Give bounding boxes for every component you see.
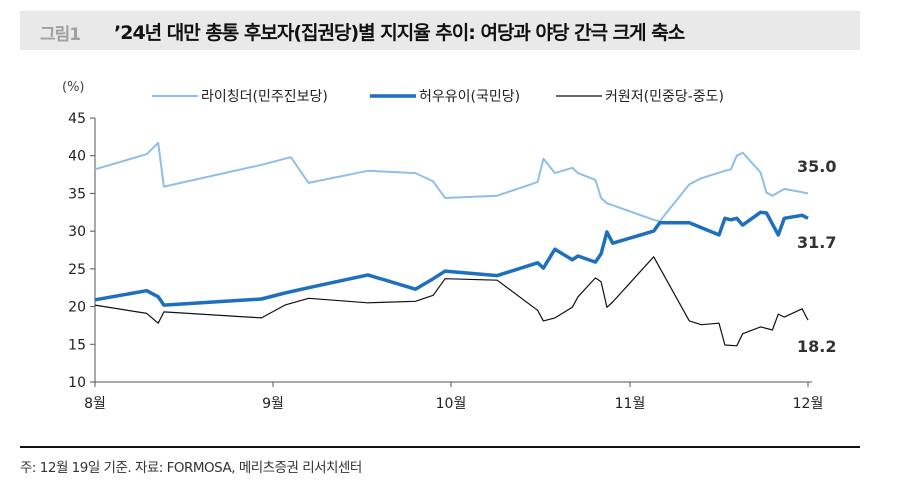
legend-label: 커원저(민중당-중도)	[605, 89, 724, 105]
legend-label: 허우유이(국민당)	[419, 89, 520, 105]
end-value-label: 31.7	[797, 233, 836, 252]
x-tick-label: 11월	[615, 396, 646, 412]
source-note: 주: 12월 19일 기준. 자료: FORMOSA, 메리츠증권 리서치센터	[20, 460, 362, 476]
legend: 라이칭더(민주진보당) 허우유이(국민당) 커원저(민중당-중도)	[152, 89, 724, 105]
y-tick-label: 40	[68, 149, 86, 165]
figure-number: 그림1	[40, 25, 81, 45]
x-tick-label: 9월	[262, 396, 284, 412]
legend-label: 라이칭더(민주진보당)	[201, 89, 328, 105]
series-line-0	[94, 141, 809, 223]
y-tick-label: 30	[68, 224, 86, 240]
y-tick-label: 15	[68, 337, 86, 353]
y-tick-label: 35	[68, 186, 86, 202]
end-value-label: 35.0	[797, 157, 836, 176]
series-line-2	[94, 256, 809, 347]
y-tick-label: 20	[68, 300, 86, 316]
title-bar: 그림1 ’24년 대만 총통 후보자(집권당)별 지지율 추이: 여당과 야당 …	[20, 11, 860, 50]
end-value-label: 18.2	[797, 337, 836, 356]
end-labels: 35.0 31.7 18.2	[797, 157, 836, 356]
series-line-1	[94, 210, 809, 307]
y-tick-label: 10	[68, 375, 86, 391]
footer-divider	[20, 446, 860, 448]
x-tick-label: 12월	[793, 396, 824, 412]
y-tick-label: 45	[68, 111, 86, 127]
y-tick-label: 25	[68, 262, 86, 278]
x-tick-label: 10월	[436, 396, 467, 412]
axes: 10 15 20 25 30 35 40 45 8월 9월 10월 11월 12월	[68, 111, 823, 412]
x-tick-label: 8월	[84, 396, 106, 412]
y-unit-label: (%)	[62, 80, 85, 95]
series-lines	[94, 141, 809, 347]
chart-title: ’24년 대만 총통 후보자(집권당)별 지지율 추이: 여당과 야당 간극 크…	[114, 22, 685, 44]
